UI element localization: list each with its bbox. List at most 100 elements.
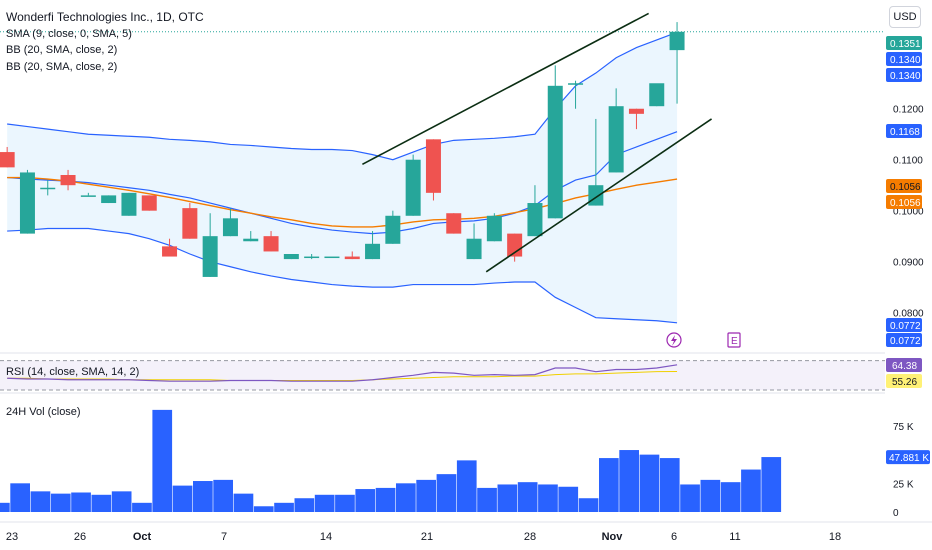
- volume-bar: [578, 498, 599, 512]
- candle-body: [19, 172, 35, 234]
- candle-body: [425, 139, 441, 193]
- rsi-badge-bg: [886, 374, 922, 388]
- candle: [608, 88, 624, 173]
- volume-bar: [416, 479, 436, 512]
- candle-body: [669, 31, 685, 51]
- earnings-icon: E: [727, 332, 741, 348]
- rsi-band-fill: [0, 360, 885, 390]
- rsi-badge: 64.38: [886, 358, 922, 372]
- candle: [324, 256, 340, 259]
- price-badge: 0.1056: [886, 179, 922, 193]
- volume-bar: [111, 491, 132, 512]
- candle-body: [304, 256, 320, 259]
- price-badge-label: 0.1168: [890, 127, 920, 138]
- candle: [669, 22, 685, 104]
- volume-bar: [253, 506, 274, 512]
- x-tick-label: 14: [320, 531, 332, 543]
- volume-bar: [456, 460, 477, 512]
- candle-body: [405, 159, 421, 216]
- y-tick-label: 0.0800: [893, 309, 924, 320]
- y-tick-label: 0.0900: [893, 258, 924, 269]
- indicator-bb-label-1[interactable]: BB (20, SMA, close, 2): [6, 44, 118, 56]
- candle: [121, 192, 137, 216]
- volume-bar: [152, 409, 173, 512]
- price-badge-label: 0.1056: [890, 182, 921, 193]
- candle-body: [466, 238, 482, 260]
- volume-y-tick: 25 K: [893, 479, 914, 490]
- price-badge: 0.1351: [886, 36, 922, 50]
- price-badge-bg: [886, 333, 922, 347]
- candle-body: [344, 256, 360, 260]
- volume-badge-bg: [886, 450, 930, 465]
- price-badge-bg: [886, 195, 922, 209]
- volume-bar: [517, 482, 538, 512]
- candle-body: [40, 187, 56, 190]
- volume-bar: [314, 494, 335, 512]
- x-tick-label: Oct: [133, 531, 152, 543]
- y-tick-label: 0.1000: [893, 207, 924, 218]
- volume-label[interactable]: 24H Vol (close): [6, 406, 81, 418]
- y-tick-label: 0.1100: [893, 156, 923, 167]
- indicator-bb-label-2[interactable]: BB (20, SMA, close, 2): [6, 61, 118, 73]
- volume-bar: [659, 458, 680, 512]
- candle: [101, 195, 117, 204]
- rsi-label[interactable]: RSI (14, close, SMA, 14, 2): [6, 366, 140, 378]
- candle: [365, 231, 381, 260]
- volume-y-tick: 0: [893, 508, 899, 519]
- candle-body: [547, 85, 563, 219]
- candle: [304, 254, 320, 260]
- volume-bar: [294, 498, 315, 512]
- price-badge-label: 0.1340: [890, 71, 921, 82]
- trend-line: [485, 118, 713, 273]
- candle: [385, 210, 401, 244]
- candle-body: [243, 238, 259, 242]
- price-badge: 0.1340: [886, 68, 922, 82]
- candle-body: [202, 236, 218, 277]
- candle-body: [568, 83, 584, 85]
- rsi-badge: 55.26: [886, 374, 922, 388]
- price-badge: 0.1340: [886, 52, 922, 66]
- y-tick-label: 0.1200: [893, 105, 924, 116]
- volume-bar: [558, 486, 579, 512]
- candle-body: [628, 108, 644, 114]
- candle-body: [324, 256, 340, 259]
- volume-bar: [91, 494, 112, 512]
- currency-button[interactable]: USD: [889, 6, 921, 28]
- x-tick-label: Nov: [602, 531, 624, 543]
- candle-body: [385, 215, 401, 244]
- candle-body: [486, 215, 502, 242]
- volume-bar: [233, 493, 254, 512]
- candle: [547, 65, 563, 219]
- volume-bar: [538, 484, 558, 512]
- volume-bar: [0, 502, 10, 512]
- candle: [649, 83, 665, 107]
- candle-body: [283, 254, 299, 260]
- candle-body: [121, 192, 137, 216]
- price-badge-label: 0.1340: [890, 55, 921, 66]
- candle: [425, 139, 441, 201]
- indicator-sma-label[interactable]: SMA (9, close, 0, SMA, 5): [6, 28, 132, 40]
- x-tick-label: 6: [671, 531, 677, 543]
- volume-bar: [700, 479, 721, 512]
- chart-title: Wonderfi Technologies Inc., 1D, OTC: [6, 10, 204, 24]
- candle: [466, 223, 482, 260]
- candle: [344, 251, 360, 260]
- candle: [182, 203, 198, 239]
- volume-bar: [355, 489, 376, 512]
- price-badge: 0.0772: [886, 318, 922, 332]
- volume-bar: [50, 493, 71, 512]
- x-tick-label: 21: [421, 531, 433, 543]
- candle-body: [649, 83, 665, 107]
- volume-badge: 47.881 K: [886, 450, 930, 465]
- volume-bar: [172, 485, 193, 512]
- candle: [243, 231, 259, 242]
- rsi-badge-label: 55.26: [892, 377, 917, 388]
- volume-bar: [680, 484, 700, 512]
- bollinger-lower-line: [7, 227, 678, 324]
- price-badge-bg: [886, 52, 922, 66]
- candle-body: [608, 106, 624, 173]
- price-badge-label: 0.0772: [890, 321, 921, 332]
- candle: [446, 213, 462, 234]
- x-tick-label: 18: [829, 531, 841, 543]
